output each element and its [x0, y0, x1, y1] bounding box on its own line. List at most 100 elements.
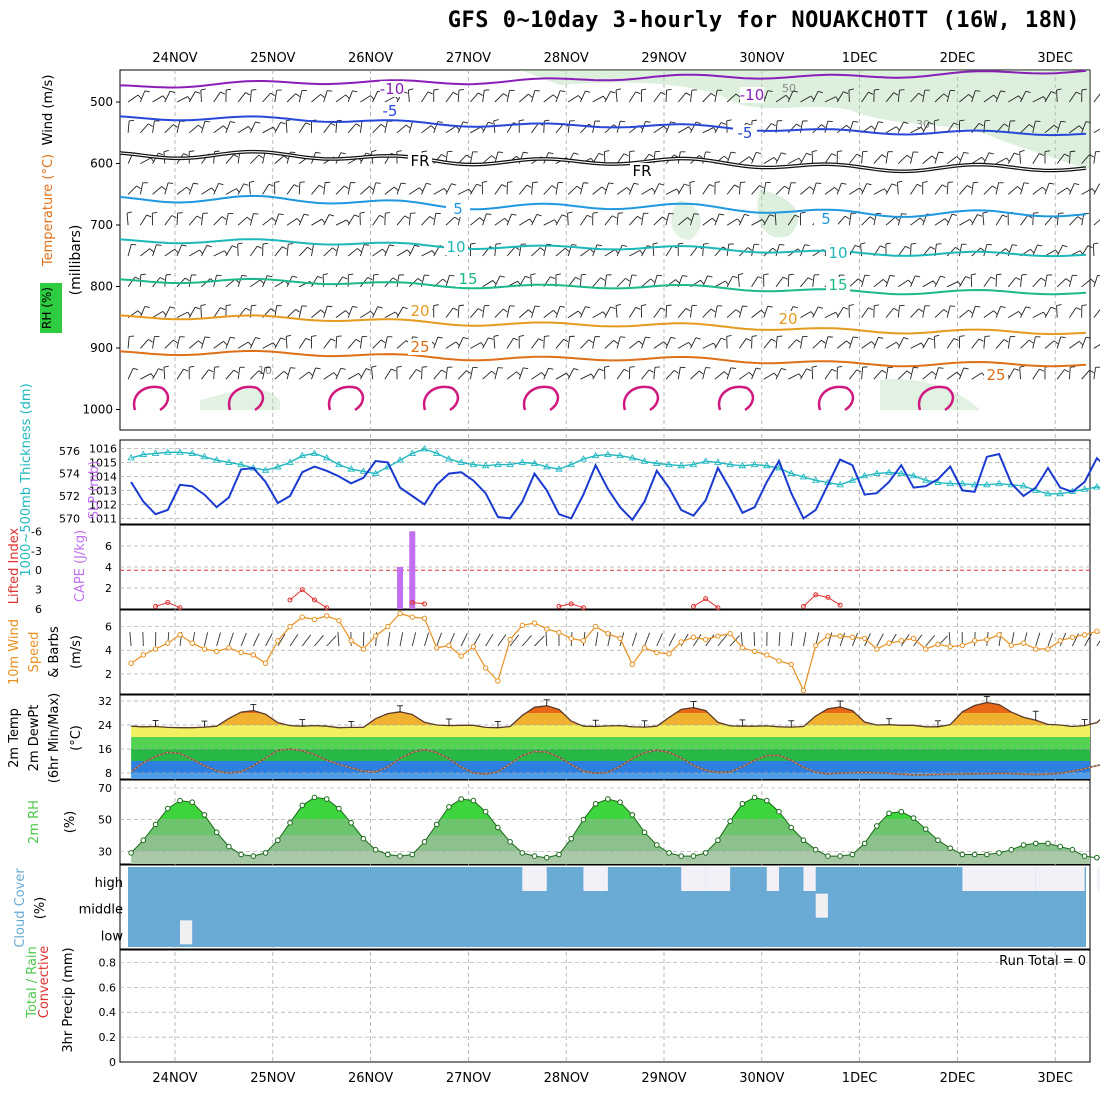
wind-barb	[1081, 369, 1090, 380]
lifted-index-point	[568, 601, 574, 607]
wind-barb	[1093, 344, 1100, 349]
wind-barb	[408, 245, 415, 257]
rh-point	[421, 839, 428, 845]
wind-barb-flag	[519, 335, 525, 337]
x-tick-label-bottom: 28NOV	[544, 1071, 589, 1086]
surface-wind-barb	[803, 632, 807, 647]
wind-barb	[983, 185, 993, 195]
wind-barb	[152, 336, 155, 349]
wind-barb	[983, 152, 990, 164]
thickness-point	[1093, 483, 1100, 490]
thickness-point	[432, 449, 441, 456]
wind-barb-flag	[576, 185, 582, 190]
wind-speed-point	[1020, 640, 1027, 646]
wind-barb-flag	[700, 279, 705, 285]
wind-barb	[849, 187, 860, 195]
rh-point	[922, 826, 929, 832]
wind-barb	[140, 248, 151, 257]
wind-barb	[995, 339, 1005, 349]
rh-point	[164, 805, 171, 812]
thickness-point	[640, 457, 649, 464]
wind-barb-flag	[982, 211, 988, 214]
lifted-index-point	[580, 605, 586, 611]
contour-label-bg	[826, 245, 850, 261]
wind-barb	[408, 213, 411, 226]
wind-barb	[983, 310, 994, 318]
wind-barb	[873, 154, 883, 164]
wind-barb	[213, 183, 219, 195]
wind-barb-flag	[615, 88, 622, 91]
wind-barb	[958, 367, 965, 380]
wind-barb-flag	[660, 91, 666, 95]
wind-barb-flag	[918, 92, 924, 97]
rh-point	[641, 829, 648, 836]
wind-barb-flag	[746, 122, 751, 126]
wind-speed-point	[434, 645, 440, 651]
surface-wind-barb	[240, 632, 247, 647]
lifted-index-line	[803, 594, 841, 607]
wind-barb-flag	[336, 119, 342, 122]
wind-barb	[250, 154, 260, 164]
wind-barb	[323, 338, 332, 349]
wind-barb	[1056, 245, 1064, 257]
wind-barb	[506, 246, 516, 257]
cloud-patch	[681, 867, 706, 891]
wind-barb	[775, 152, 782, 164]
wind-barb	[506, 213, 512, 226]
wind-barb	[677, 217, 688, 226]
wind-barb	[983, 94, 994, 103]
wind-barb-flag	[866, 183, 872, 186]
wind-speed-point	[556, 629, 562, 636]
rh-point	[947, 845, 953, 851]
thickness-point	[897, 469, 906, 477]
wind-speed-point	[482, 665, 489, 671]
wind-barb-flag	[956, 371, 961, 376]
wind-barb-flag	[804, 244, 810, 247]
wind-barb	[714, 305, 718, 318]
wind-barb	[188, 182, 194, 195]
wind-barb	[384, 368, 392, 380]
wind-barb	[335, 276, 344, 288]
thickness-point	[555, 465, 563, 472]
rh-point	[519, 850, 526, 856]
thickness-point	[310, 449, 319, 456]
wind-barb-flag	[810, 95, 815, 101]
wind-barb-flag	[1025, 90, 1031, 94]
surface-wind-barb	[497, 634, 507, 647]
rh-point	[556, 851, 562, 858]
wind-barb-flag	[1074, 183, 1080, 186]
wind-barb	[152, 311, 164, 318]
wind-barb-flag	[726, 119, 732, 122]
wind-barb-flag	[751, 119, 758, 122]
wind-barb-flag	[255, 121, 261, 124]
wind-barb-flag	[858, 278, 863, 283]
precip-tick-label: 0.6	[99, 981, 117, 994]
wind-barb-flag	[1039, 368, 1045, 372]
wind-speed-point	[495, 678, 501, 684]
wind-barb	[580, 339, 590, 349]
wind-barb	[408, 121, 414, 133]
wind-barb	[665, 188, 677, 195]
wind-barb-flag	[320, 309, 325, 314]
wind-barb-flag	[208, 369, 214, 373]
wind-barb-flag	[585, 306, 591, 309]
thickness-point	[665, 460, 673, 468]
wind-barb-flag	[940, 275, 946, 279]
wind-barb-flag	[610, 90, 616, 94]
wind-barb-flag	[320, 93, 325, 98]
wind-barb	[188, 274, 192, 287]
wind-barb-flag	[220, 91, 226, 95]
wind-barb	[519, 218, 530, 226]
wind-speed-point	[275, 638, 281, 644]
cloud-patch	[766, 867, 780, 891]
wind-barb	[127, 368, 134, 380]
wind-barb-flag	[214, 366, 220, 368]
wind-barb	[1032, 311, 1044, 319]
wind-barb-flag	[856, 369, 862, 373]
surface-wind-barb	[436, 632, 442, 647]
rh-point	[1045, 840, 1051, 847]
wind-barb-flag	[703, 243, 709, 245]
wind-barb-flag	[645, 121, 651, 123]
wind-barb	[641, 278, 651, 288]
wind-barb-flag	[1064, 153, 1070, 157]
